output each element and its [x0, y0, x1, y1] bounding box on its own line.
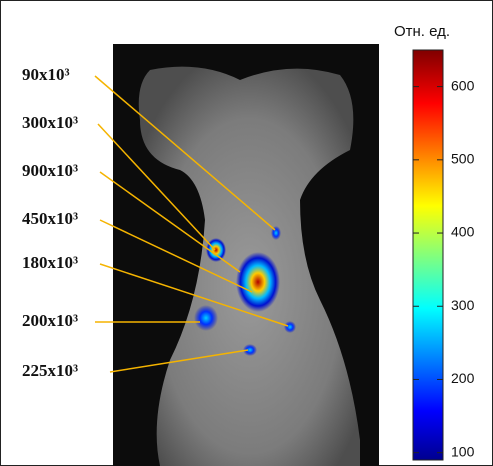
cell-count-label: 900x10³: [22, 161, 78, 180]
cell-count-label: 300x10³: [22, 113, 78, 132]
tick-label: 400: [451, 224, 475, 240]
tick-label: 300: [451, 297, 475, 313]
cell-count-label: 180x10³: [22, 253, 78, 272]
cell-count-label: 225x10³: [22, 361, 78, 380]
cell-count-label: 450x10³: [22, 209, 78, 228]
tick-label: 200: [451, 370, 475, 386]
photo: [113, 44, 379, 466]
figure: Отн. ед. 90x10³ 300x10³ 900x10³ 450x10³ 180x…: [0, 0, 493, 466]
cell-count-label: 90x10³: [22, 65, 70, 84]
colorbar: [413, 50, 443, 460]
tick-label: 100: [451, 443, 475, 459]
tick-label: 600: [451, 77, 475, 93]
colorbar-title: Отн. ед.: [394, 23, 450, 40]
tick-label: 500: [451, 151, 475, 167]
cell-count-label: 200x10³: [22, 311, 78, 330]
